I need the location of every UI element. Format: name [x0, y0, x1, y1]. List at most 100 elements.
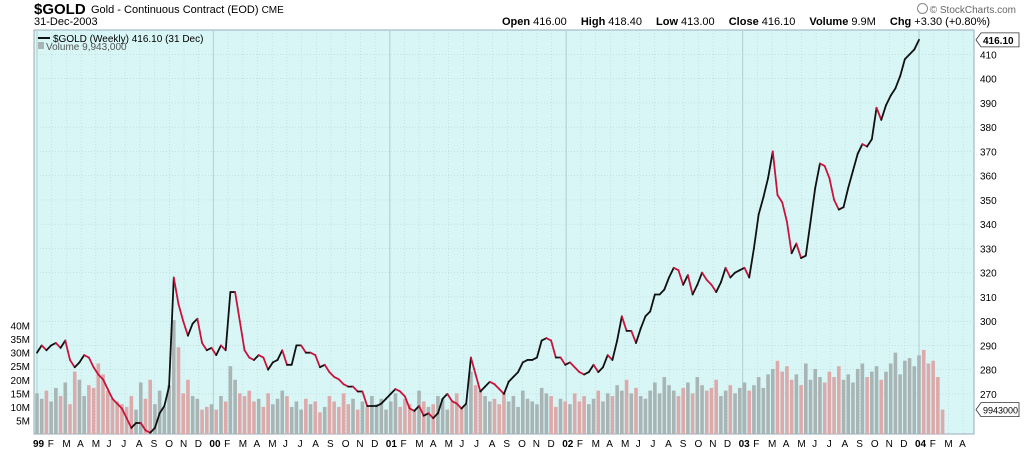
volume-tick-label: 5M [16, 416, 30, 427]
x-tick-label: N [356, 439, 363, 450]
x-tick-label: A [77, 439, 84, 450]
volume-bar [676, 396, 681, 434]
volume-bar [148, 379, 152, 434]
volume-bar [200, 409, 204, 434]
volume-bar [903, 360, 907, 434]
price-segment [686, 274, 694, 296]
volume-bar [719, 396, 723, 434]
volume-bar [223, 401, 228, 434]
volume-bar [728, 385, 733, 434]
volume-bar [577, 401, 582, 434]
volume-bar [450, 401, 454, 434]
volume-bar [256, 398, 261, 434]
x-tick-label: F [224, 439, 230, 450]
close-value: 416.10 [761, 16, 796, 28]
price-tick-label: 280 [980, 366, 997, 377]
price-segment [385, 392, 392, 400]
plot-area[interactable] [33, 29, 975, 435]
price-segment [682, 274, 689, 286]
volume-bar [917, 355, 921, 434]
price-segment [620, 315, 628, 332]
price-segment [611, 339, 619, 361]
brand-text: © StockCharts.com [929, 5, 1016, 16]
volume-bar [874, 366, 879, 434]
volume-bar [888, 363, 893, 434]
price-tick-label: 350 [980, 196, 997, 207]
volume-bar [332, 401, 336, 434]
price-tick-label: 390 [980, 99, 997, 110]
x-tick-label: M [768, 439, 776, 450]
volume-bar [832, 377, 836, 434]
volume-bar [723, 390, 728, 434]
volume-bar [186, 379, 190, 434]
price-segment [177, 303, 185, 323]
volume-bar [171, 320, 176, 434]
price-segment [465, 356, 472, 405]
x-tick-label: M [239, 439, 247, 450]
volume-bar [153, 404, 157, 434]
volume-bar [775, 360, 780, 434]
volume-bars [35, 320, 945, 434]
price-segment [550, 339, 557, 359]
volume-bar [841, 379, 846, 434]
price-segment [880, 104, 887, 121]
brand-credit[interactable]: © StockCharts.com [916, 3, 1016, 16]
volume-bar [469, 371, 473, 434]
volume-bar [667, 385, 671, 434]
volume-bar [752, 385, 756, 434]
x-tick-label: O [165, 439, 173, 450]
price-segment [215, 344, 222, 357]
volume-bar [591, 398, 596, 434]
price-segment [804, 220, 812, 257]
volume-tick-label: 10M [11, 403, 30, 414]
x-tick-label: O [342, 439, 350, 450]
volume-bar [761, 387, 766, 434]
x-tick-label: M [797, 439, 805, 450]
x-tick-label: 00 [209, 439, 221, 450]
price-segment [498, 388, 505, 395]
price-segment [418, 405, 425, 417]
volume-bar [115, 401, 119, 434]
volume-tick-label: 15M [11, 389, 30, 400]
volume-bar [417, 390, 421, 434]
x-tick-label: F [577, 439, 583, 450]
price-segment [833, 198, 840, 211]
volume-last-tag-box [975, 402, 1020, 417]
price-segment [427, 412, 435, 420]
volume-bar [733, 393, 737, 434]
price-segment [814, 162, 821, 189]
x-tick-label: M [944, 439, 952, 450]
x-tick-label: S [503, 439, 510, 450]
x-tick-label: S [856, 439, 863, 450]
price-segment [111, 397, 119, 405]
volume-bar [912, 366, 917, 434]
high-label: High [580, 16, 606, 28]
volume-bar [714, 379, 718, 434]
price-tick-label: 270 [980, 390, 997, 401]
price-line [36, 38, 920, 434]
price-segment [474, 373, 482, 393]
volume-bar [926, 363, 931, 434]
price-segment [701, 271, 708, 281]
price-axis: 270 280 290 300 310 320 330 340 350 360 370 380 390 4… [980, 50, 997, 401]
volume-bar [44, 390, 49, 434]
open-value: 416.00 [533, 16, 567, 28]
price-segment [908, 48, 916, 56]
volume-bar [544, 393, 549, 434]
x-tick-label: A [430, 439, 437, 450]
volume-bar [487, 401, 492, 434]
price-segment [507, 376, 515, 383]
volume-bar [431, 404, 435, 434]
x-tick-label: F [930, 439, 936, 450]
price-segment [78, 354, 86, 364]
volume-bar [558, 398, 563, 434]
volume-bar [167, 385, 171, 434]
price-segment [569, 361, 576, 369]
quote-date: 31-Dec-2003 [34, 16, 98, 28]
x-tick-label: N [709, 439, 716, 450]
volume-bar [582, 396, 586, 434]
volume-bar [497, 404, 502, 434]
price-segment [894, 75, 902, 90]
volume-bar [351, 398, 355, 434]
